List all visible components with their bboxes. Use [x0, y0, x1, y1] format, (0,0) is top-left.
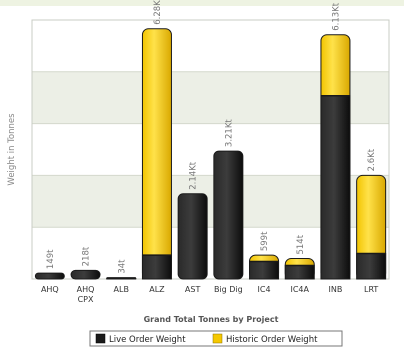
data-label: 34t — [117, 259, 127, 274]
data-label: 2.6Kt — [367, 148, 377, 171]
bar-live — [250, 261, 279, 279]
legend-label-historic: Historic Order Weight — [226, 335, 318, 345]
x-tick-label: Big Dig — [214, 285, 243, 294]
data-label: 514t — [296, 234, 306, 254]
data-label: 3.21Kt — [224, 119, 234, 147]
x-tick-label: IC4A — [290, 285, 309, 294]
x-tick-label: ALZ — [149, 285, 165, 294]
data-label: 218t — [82, 246, 92, 266]
data-label: 6.28Kt — [153, 0, 163, 25]
bar-live — [35, 273, 64, 279]
y-axis-label: Weight in Tonnes — [7, 113, 17, 186]
legend-swatch-historic — [213, 334, 222, 343]
data-label: 599t — [260, 231, 270, 251]
x-tick-label: AHQ — [77, 285, 95, 294]
bar-live — [285, 265, 314, 279]
bar-live — [357, 253, 386, 279]
bar-live — [321, 96, 350, 279]
top-strip — [0, 0, 404, 6]
data-label: 6.13Kt — [331, 2, 341, 30]
x-tick-label: ALB — [114, 285, 129, 294]
x-tick-label: AHQ — [41, 285, 59, 294]
bar-live — [178, 194, 207, 279]
x-tick-label: CPX — [78, 295, 94, 304]
bar-live — [142, 255, 171, 279]
chart-title: Grand Total Tonnes by Project — [144, 315, 279, 324]
data-label: 2.14Kt — [189, 161, 199, 189]
data-label: 149t — [46, 249, 56, 269]
x-tick-label: IC4 — [258, 285, 271, 294]
legend-swatch-live — [96, 334, 105, 343]
x-tick-label: AST — [185, 285, 201, 294]
legend-label-live: Live Order Weight — [109, 335, 186, 345]
x-tick-label: LRT — [364, 285, 378, 294]
bar-live — [214, 151, 243, 279]
x-tick-label: INB — [329, 285, 343, 294]
bar-live — [71, 270, 100, 279]
bar-historic — [142, 29, 171, 279]
